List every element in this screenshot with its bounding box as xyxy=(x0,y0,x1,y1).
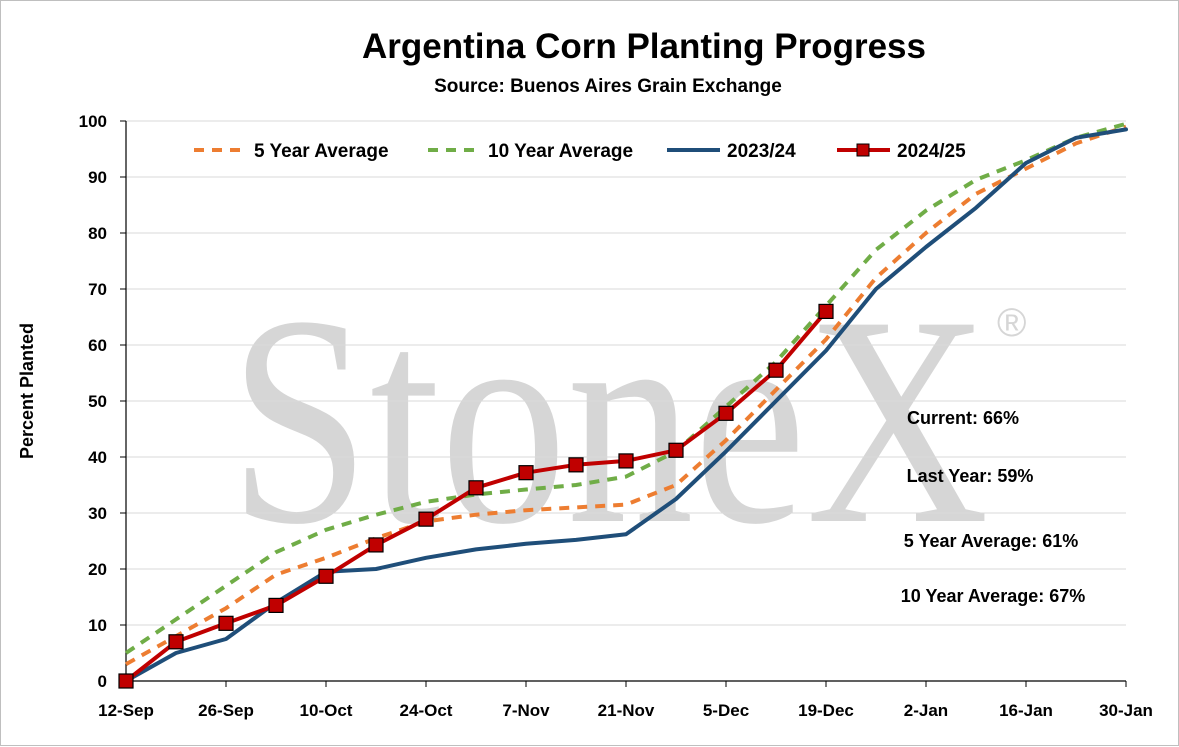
y-tick-label: 20 xyxy=(88,560,107,579)
chart-subtitle: Source: Buenos Aires Grain Exchange xyxy=(434,76,782,97)
x-tick-label: 21-Nov xyxy=(598,701,655,720)
legend-label-10-year-average: 10 Year Average xyxy=(488,141,633,162)
y-tick-label: 0 xyxy=(98,672,107,691)
data-point-2024-25 xyxy=(368,537,384,553)
x-tick-label: 12-Sep xyxy=(98,701,154,720)
y-axis-label: Percent Planted xyxy=(17,323,37,459)
watermark: StoneX ® xyxy=(229,254,1026,586)
x-tick-label: 5-Dec xyxy=(703,701,749,720)
y-tick-label: 100 xyxy=(79,112,107,131)
x-tick-label: 16-Jan xyxy=(999,701,1053,720)
data-point-2024-25 xyxy=(718,405,734,421)
series-line-10-year-average xyxy=(124,121,1127,655)
x-tick-label: 19-Dec xyxy=(798,701,854,720)
gridlines xyxy=(126,120,1126,626)
data-point-2024-25 xyxy=(468,480,484,496)
legend: 5 Year Average 10 Year Average 2023/24 2024… xyxy=(194,141,966,162)
y-tick-label: 60 xyxy=(88,336,107,355)
data-point-2024-25 xyxy=(218,615,234,631)
series-line-2023-24 xyxy=(124,127,1128,683)
watermark-text: StoneX xyxy=(229,254,989,586)
annotation-current: Current: 66% xyxy=(907,408,1019,428)
chart-title: Argentina Corn Planting Progress xyxy=(362,27,926,66)
annotation-5yr-average: 5 Year Average: 61% xyxy=(904,531,1078,551)
x-tick-label: 7-Nov xyxy=(502,701,550,720)
y-tick-label: 30 xyxy=(88,504,107,523)
y-tick-label: 10 xyxy=(88,616,107,635)
legend-label-2024-25: 2024/25 xyxy=(897,141,966,162)
y-tick-label: 40 xyxy=(88,448,107,467)
data-point-2024-25 xyxy=(268,597,284,614)
y-tick-label: 80 xyxy=(88,224,107,243)
x-tick-labels: 12-Sep 26-Sep 10-Oct 24-Oct 7-Nov 21-Nov 5-Dec… xyxy=(98,701,1153,720)
series-markers xyxy=(118,303,834,689)
legend-label-5-year-average: 5 Year Average xyxy=(254,141,389,162)
data-point-2024-25 xyxy=(818,303,834,319)
legend-label-2023-24: 2023/24 xyxy=(727,141,796,162)
annotation-10yr-average: 10 Year Average: 67% xyxy=(901,586,1085,606)
x-tick-label: 2-Jan xyxy=(904,701,948,720)
x-tick-label: 24-Oct xyxy=(400,701,453,720)
legend-marker xyxy=(856,143,870,157)
registered-mark: ® xyxy=(997,301,1026,345)
x-tick-label: 10-Oct xyxy=(300,701,353,720)
data-point-2024-25 xyxy=(118,673,134,689)
y-tick-label: 50 xyxy=(88,392,107,411)
annotations: Current: 66% Last Year: 59% 5 Year Avera… xyxy=(901,408,1085,606)
annotation-last-year: Last Year: 59% xyxy=(907,466,1034,486)
y-tick-label: 90 xyxy=(88,168,107,187)
data-point-2024-25 xyxy=(568,457,584,473)
x-tick-label: 30-Jan xyxy=(1099,701,1153,720)
y-tick-label: 70 xyxy=(88,280,107,299)
data-point-2024-25 xyxy=(518,465,534,481)
x-tick-label: 26-Sep xyxy=(198,701,254,720)
data-point-2024-25 xyxy=(418,511,434,527)
data-point-2024-25 xyxy=(668,442,684,458)
y-tick-labels: 0 10 20 30 40 50 60 70 80 90 100 xyxy=(79,112,107,691)
data-point-2024-25 xyxy=(768,362,784,378)
data-point-2024-25 xyxy=(618,453,634,469)
axes xyxy=(120,120,1127,687)
data-point-2024-25 xyxy=(168,634,184,650)
data-point-2024-25 xyxy=(318,568,334,584)
